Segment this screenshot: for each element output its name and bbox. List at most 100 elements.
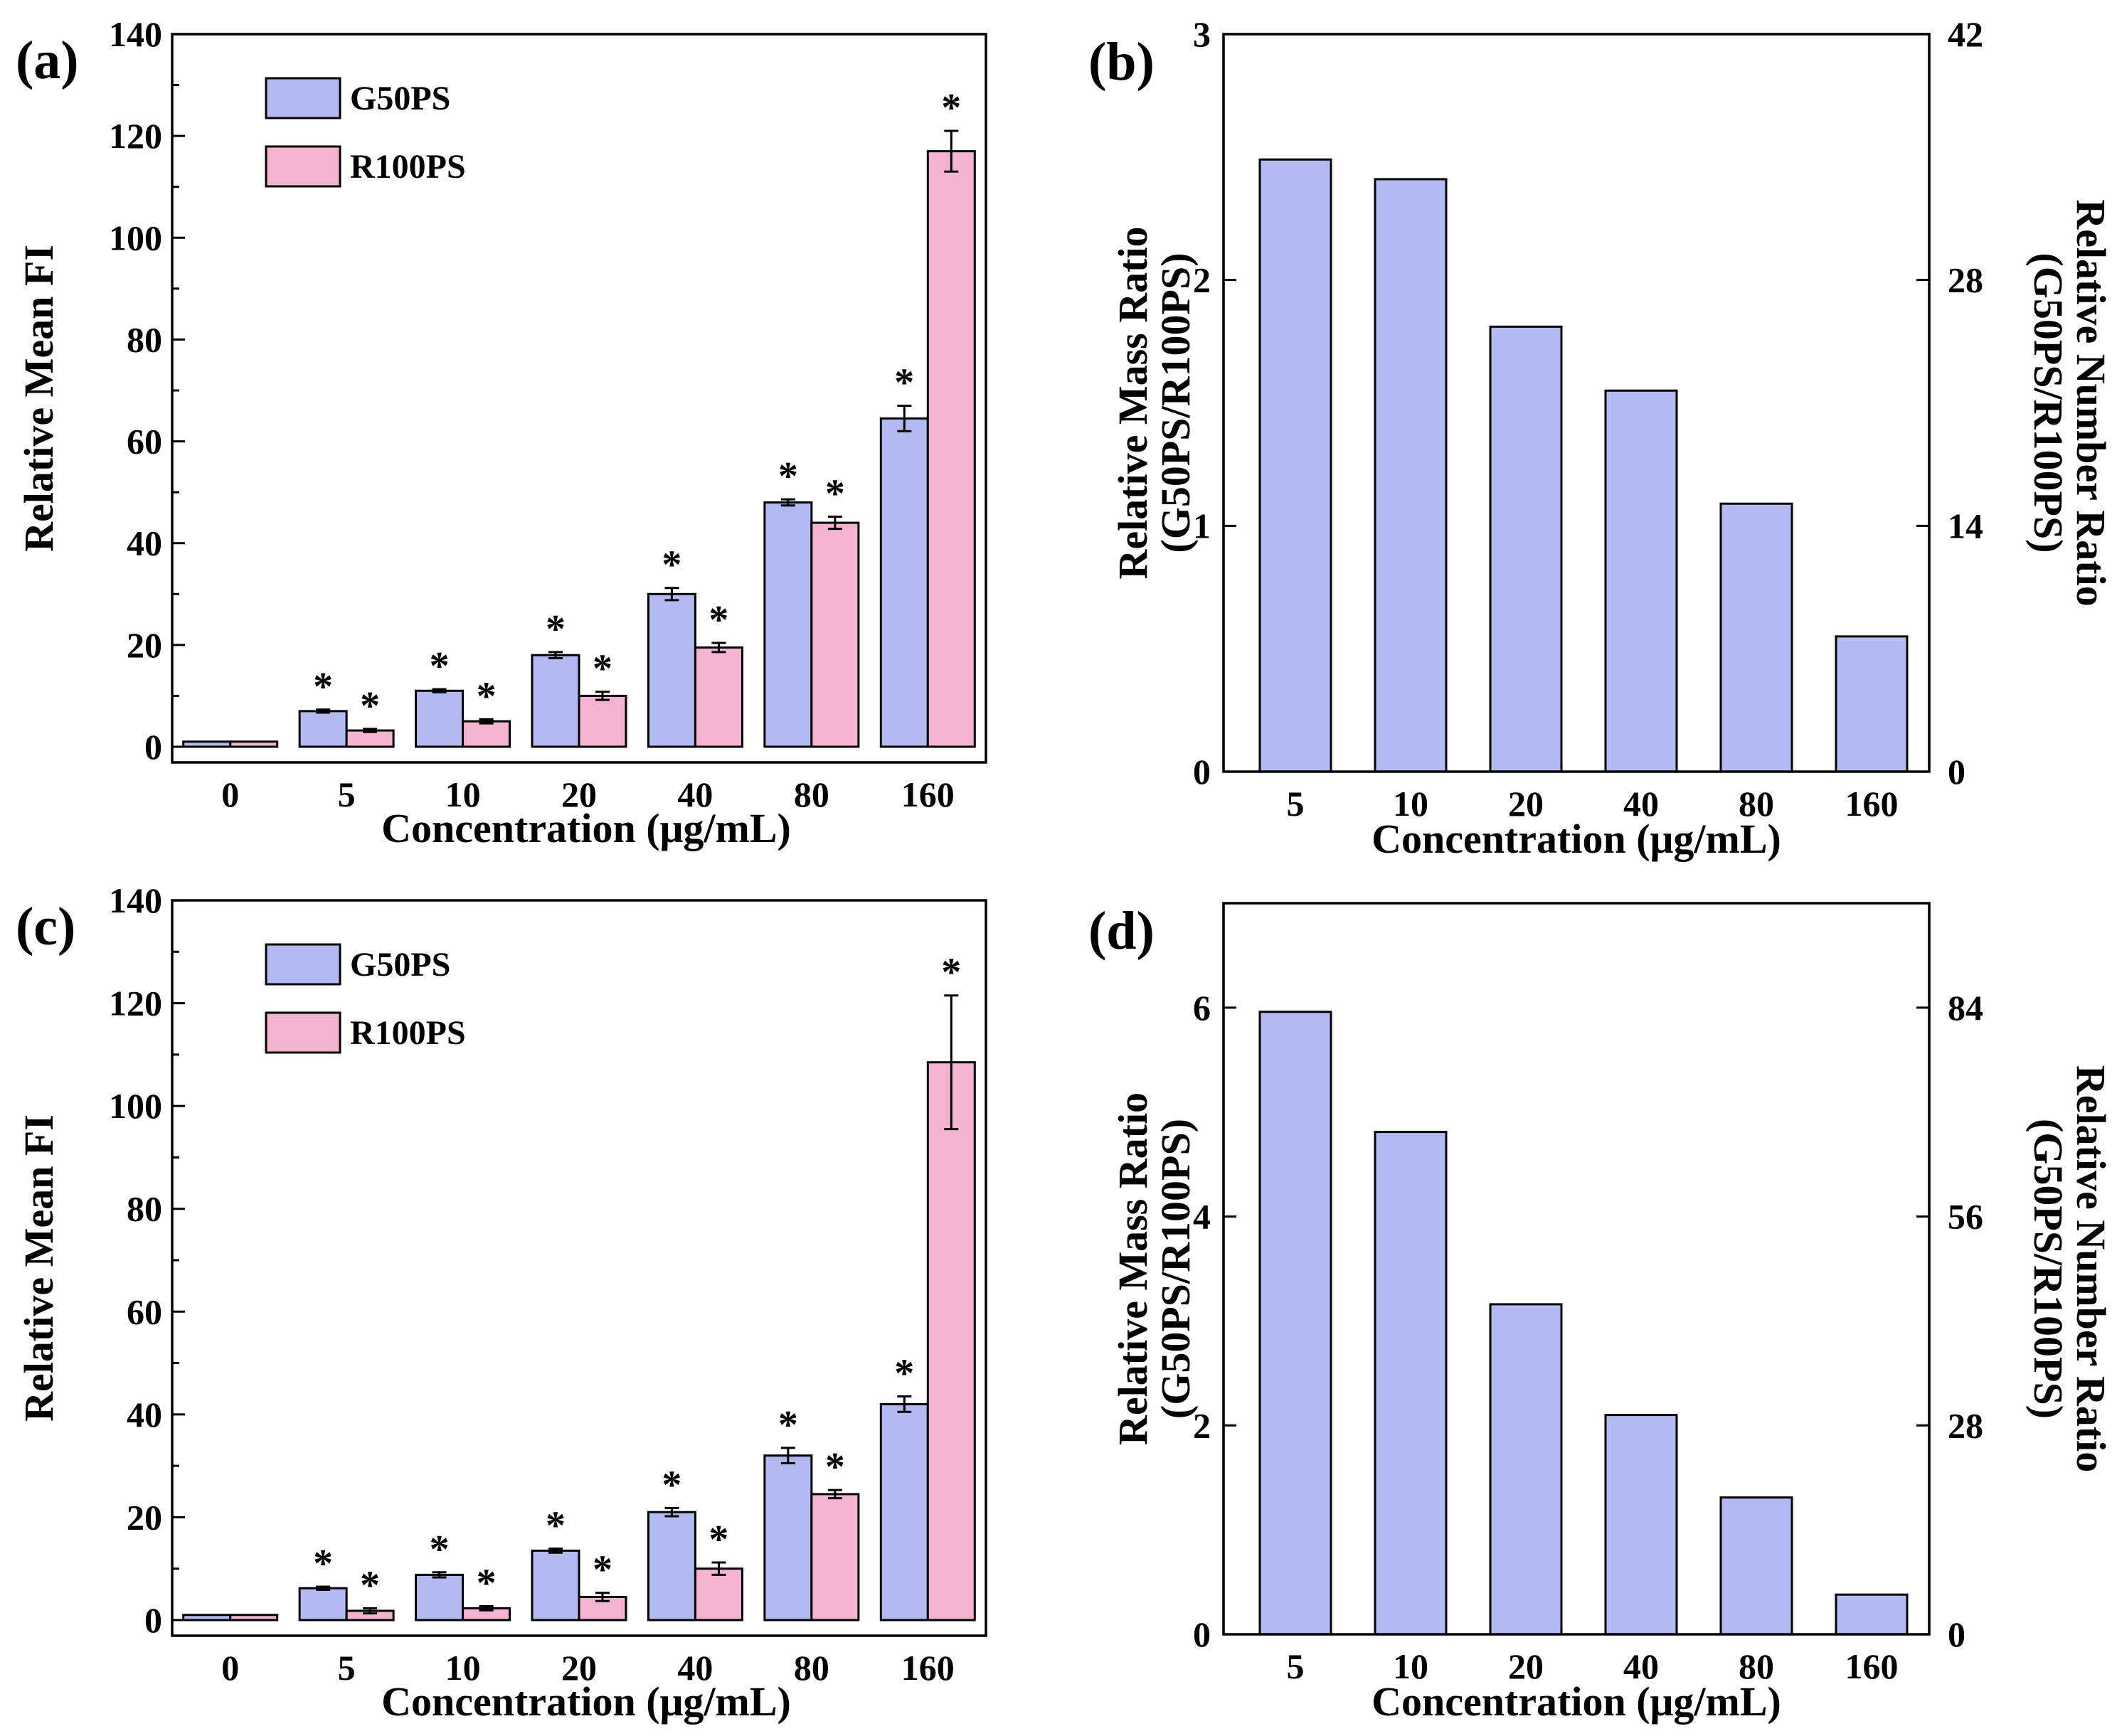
bar-g50ps-160 [879,1402,929,1621]
significance-star: * [360,1563,380,1607]
bar-ratio-160 [1835,635,1909,773]
panel-a-grouped-bar-chart: (a) 0 20 40 60 80 100 120 140 * * * * * * * * * * * * 0 5 10 20 4… [16,14,987,851]
significance-star: * [662,1463,681,1507]
significance-star: * [894,1352,914,1396]
plot-frame [1222,33,1931,773]
x-axis-label: Concentration (μg/mL) [381,805,791,851]
x-tick-label: 20 [1508,1646,1544,1686]
x-tick-label: 80 [1739,1646,1774,1686]
plot-frame [171,33,987,764]
y2-tick-label: 56 [1948,1197,1983,1237]
y-tick-label: 1 [1193,506,1211,545]
bar-r100ps-80 [810,1493,860,1621]
x-tick-label: 80 [794,774,829,814]
plot-frame [1222,902,1931,1636]
significance-star: * [546,1504,566,1548]
x-tick-label: 40 [677,1648,713,1688]
x-tick-label: 40 [677,774,713,814]
significance-star: * [360,684,380,728]
y-tick-label: 40 [127,523,162,563]
bar-r100ps-0 [229,1614,279,1621]
y-axis-label: Relative Mean FI [16,1114,62,1422]
x-tick-label: 160 [901,774,955,814]
y-axis-label-line-1: Relative Mass Ratio [1110,1092,1156,1445]
y-tick-label: 0 [144,727,162,767]
y-tick-label: 4 [1193,1197,1211,1237]
x-tick-label: 40 [1623,1646,1659,1686]
x-tick-label: 5 [338,1648,356,1688]
panel-label: (b) [1088,32,1155,92]
y-tick-label: 0 [1193,1614,1211,1654]
y-tick-label: 0 [1193,752,1211,792]
x-tick-label: 5 [338,774,356,814]
y-tick-label: 60 [127,422,162,462]
y-tick-label: 2 [1193,260,1211,300]
y-axis-label-line-1: Relative Mass Ratio [1110,226,1156,579]
bar-g50ps-80 [763,501,813,748]
panel-d-ratio-bar-chart: (d) 0 2 4 6 0 28 56 84 5 10 20 40 80 160 Concentration … [1088,901,2114,1725]
legend-label-g50ps: G50PS [350,946,450,984]
significance-star: * [778,1403,798,1447]
y-axis-label-line-2: (G50PS/R100PS) [1152,1119,1199,1419]
y-tick-label: 140 [109,14,162,54]
y-tick-label: 0 [144,1600,162,1640]
legend-swatch-r100ps [265,1011,341,1054]
bar-ratio-20 [1489,325,1563,773]
y2-tick-label: 84 [1948,988,1983,1028]
x-tick-label: 10 [1393,784,1428,824]
bar-g50ps-40 [647,592,696,748]
x-tick-label: 160 [901,1648,955,1688]
y-tick-label: 40 [127,1395,162,1434]
bar-g50ps-5 [298,710,348,748]
bar-g50ps-0 [182,740,232,748]
significance-star: * [477,1561,497,1605]
x-tick-label: 20 [561,774,597,814]
x-tick-label: 0 [221,1648,239,1688]
panel-label: (d) [1088,901,1155,961]
x-tick-label: 80 [1739,784,1774,824]
panel-c-grouped-bar-chart: (c) 0 20 40 60 80 100 120 140 * * * * * * * * * * * * 0 5 10 20 4… [16,880,987,1725]
significance-star: * [313,665,333,709]
y-tick-label: 140 [109,880,162,920]
significance-star: * [709,1518,728,1562]
bar-ratio-5 [1258,1011,1332,1636]
legend-swatch-g50ps [265,77,341,119]
legend-swatch-r100ps [265,145,341,188]
y2-tick-label: 14 [1948,506,1983,545]
significance-star: * [593,1548,612,1592]
y2-axis-label-line-2: (G50PS/R100PS) [2025,252,2071,553]
y2-axis-label-line-1: Relative Number Ratio [2068,1065,2114,1472]
x-tick-label: 5 [1287,1646,1305,1686]
bar-ratio-160 [1835,1593,1909,1636]
plot-frame [171,899,987,1637]
bar-g50ps-160 [879,417,929,748]
bar-r100ps-40 [694,646,743,748]
x-tick-label: 160 [1845,1646,1899,1686]
x-tick-label: 40 [1623,784,1659,824]
significance-star: * [941,86,961,130]
bar-g50ps-0 [182,1614,232,1621]
bar-r100ps-20 [578,694,627,748]
significance-star: * [430,644,450,688]
bar-g50ps-80 [763,1454,813,1621]
bar-g50ps-20 [531,654,580,748]
bar-r100ps-80 [810,521,860,748]
significance-star: * [593,647,612,691]
significance-star: * [709,598,728,642]
panel-label: (a) [16,31,79,90]
y-tick-label: 20 [127,625,162,665]
bar-g50ps-5 [298,1587,348,1621]
y2-tick-label: 0 [1948,1614,1965,1654]
y-axis-label-line-2: (G50PS/R100PS) [1152,252,1199,553]
x-tick-label: 10 [445,774,481,814]
y2-tick-label: 42 [1948,14,1983,54]
bar-ratio-20 [1489,1303,1563,1636]
y2-tick-label: 0 [1948,752,1965,792]
bar-ratio-10 [1374,178,1448,773]
significance-star: * [477,674,497,718]
bar-g50ps-20 [531,1549,580,1621]
x-tick-label: 10 [445,1648,481,1688]
y2-tick-label: 28 [1948,1405,1983,1445]
legend-label-r100ps: R100PS [350,148,466,186]
bar-r100ps-10 [462,720,511,748]
